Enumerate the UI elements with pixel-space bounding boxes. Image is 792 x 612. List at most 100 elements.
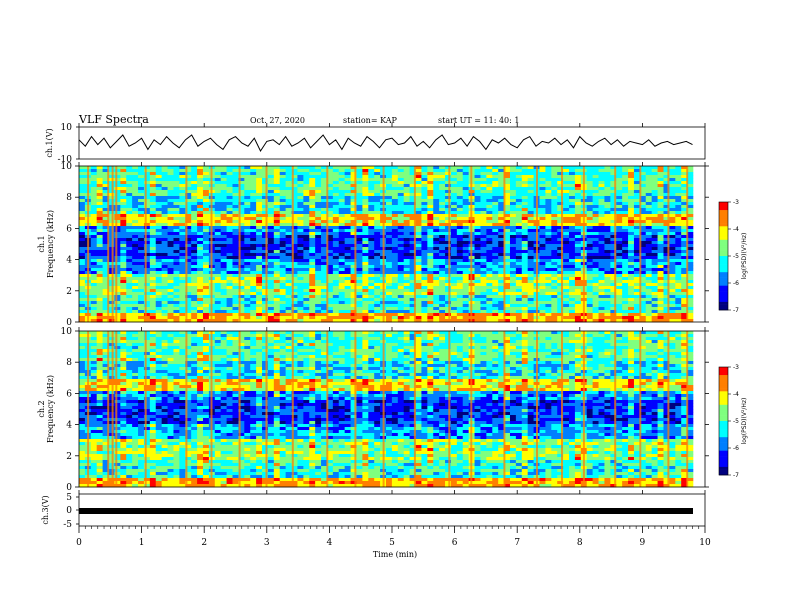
spectrogram-cell [486, 190, 493, 194]
spectrogram-cell [657, 172, 664, 176]
spectrogram-cell [273, 199, 281, 203]
spectrogram-cell [687, 223, 694, 227]
spectrogram-cell [202, 238, 210, 242]
spectrogram-cell [185, 244, 192, 248]
spectrogram-cell [315, 193, 322, 197]
spectrogram-cell [574, 274, 582, 278]
spectrogram-cell [132, 304, 139, 308]
spectrogram-cell [628, 184, 635, 188]
spectrogram-cell [397, 217, 405, 221]
spectrogram-cell [356, 211, 363, 215]
spectrogram-cell [197, 226, 204, 230]
spectrogram-cell [332, 298, 340, 302]
spectrogram-cell [415, 172, 422, 176]
spectrogram-cell [250, 193, 257, 197]
spectrogram-cell [173, 241, 180, 245]
spectrogram-cell [651, 250, 658, 254]
spectrogram-cell [509, 232, 517, 236]
spectrogram-cell [610, 226, 617, 230]
spectrogram-cell [79, 304, 86, 308]
spectrogram-cell [462, 175, 469, 179]
spectrogram-cell [616, 169, 623, 173]
spectrogram-cell [604, 307, 611, 311]
spectrogram-cell [492, 220, 499, 224]
spectrogram-cell [610, 256, 617, 260]
spectrogram-cell [173, 229, 180, 233]
spectrogram-cell [628, 271, 635, 275]
spectrogram-cell [557, 256, 564, 260]
spectrogram-cell [687, 262, 694, 266]
spectrogram-cell [185, 256, 192, 260]
spectrogram-cell [504, 205, 511, 209]
spectrogram-cell [262, 193, 269, 197]
spectrogram-cell [604, 256, 611, 260]
spectrogram-cell [386, 286, 393, 290]
spectrogram-cell [639, 277, 647, 281]
spectrogram-cell [604, 262, 611, 266]
spectrogram-cell [244, 280, 251, 284]
spectrogram-cell [238, 199, 245, 203]
spectrogram-cell [179, 217, 186, 221]
spectrogram-cell [521, 289, 528, 293]
spectrogram-cell [297, 193, 304, 197]
spectrogram-cell [226, 265, 233, 269]
spectrogram-cell [161, 256, 168, 260]
spectrogram-cell [391, 304, 399, 308]
spectrogram-cell [633, 220, 641, 224]
spectrogram-cell [303, 217, 310, 221]
spectrogram-cell [102, 226, 109, 230]
spectrogram-cell [120, 247, 127, 251]
spectrogram-cell [155, 244, 162, 248]
spectrogram-cell [132, 250, 139, 254]
spectrogram-cell [114, 166, 121, 170]
spectrogram-cell [173, 175, 180, 179]
spectrogram-cell [303, 274, 310, 278]
spectrogram-cell [332, 295, 340, 299]
spectrogram-cell [126, 208, 133, 212]
spectrogram-cell [539, 250, 546, 254]
spectrogram-cell [633, 202, 641, 206]
spectrogram-cell [256, 214, 263, 218]
spectrogram-cell [669, 298, 676, 302]
spectrogram-cell [557, 283, 564, 287]
spectrogram-cell [669, 250, 676, 254]
spectrogram-cell [262, 256, 269, 260]
spectrogram-cell [445, 184, 452, 188]
spectrogram-cell [138, 238, 145, 242]
spectrogram-cell [356, 202, 363, 206]
spectrogram-cell [462, 169, 469, 173]
spectrogram-cell [574, 301, 582, 305]
spectrogram-cell [574, 283, 582, 287]
spectrogram-cell [651, 211, 658, 215]
spectrogram-cell [563, 178, 570, 182]
spectrogram-cell [120, 202, 127, 206]
spectrogram-cell [616, 259, 623, 263]
spectrogram-cell [586, 229, 593, 233]
spectrogram-cell [675, 229, 682, 233]
spectrogram-cell [450, 289, 458, 293]
spectrogram-cell [610, 277, 617, 281]
spectrogram-cell [633, 289, 641, 293]
spectrogram-cell [297, 205, 304, 209]
spectrogram-cell [421, 220, 428, 224]
spectrogram-cell [309, 298, 316, 302]
spectrogram-cell [616, 166, 623, 170]
spectrogram-cell [250, 205, 257, 209]
spectrogram-cell [291, 280, 298, 284]
spectrogram-cell [138, 283, 145, 287]
spectrogram-cell [173, 256, 180, 260]
spectrogram-cell [633, 178, 641, 182]
spectrogram-cell [368, 259, 375, 263]
spectrogram-cell [303, 256, 310, 260]
spectrogram-cell [515, 244, 523, 248]
spectrogram-cell [645, 199, 652, 203]
spectrogram-cell [574, 229, 582, 233]
spectrogram-cell [179, 199, 186, 203]
spectrogram-cell [504, 223, 511, 227]
spectrogram-cell [557, 235, 564, 239]
spectrogram-cell [445, 292, 452, 296]
spectrogram-cell [220, 166, 227, 170]
spectrogram-cell [563, 184, 570, 188]
spectrogram-cell [279, 238, 286, 242]
spectrogram-cell [226, 292, 233, 296]
